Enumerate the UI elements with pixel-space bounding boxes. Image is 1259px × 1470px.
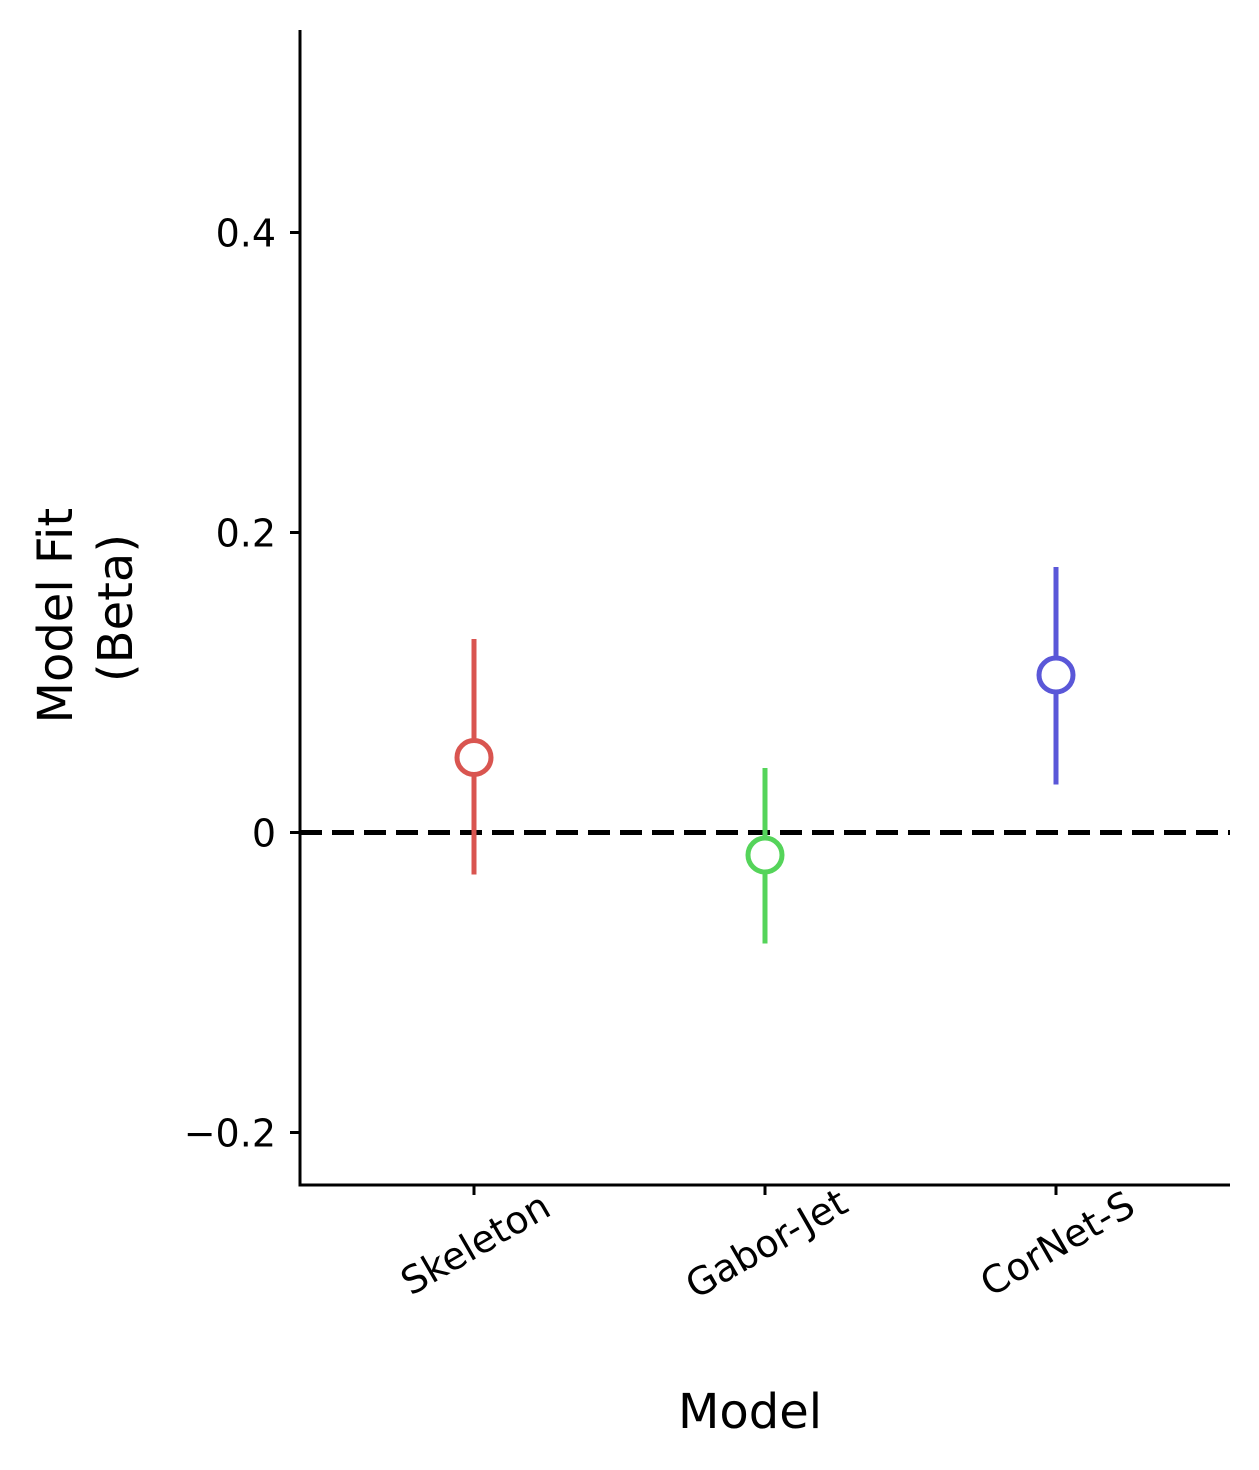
x-axis-title: Model bbox=[678, 1384, 822, 1440]
y-tick-label: 0.2 bbox=[216, 512, 276, 556]
y-tick-label: 0 bbox=[252, 812, 276, 856]
x-tick-label: Gabor-Jet bbox=[678, 1180, 855, 1307]
point-gabor-jet bbox=[745, 835, 785, 875]
point-skeleton bbox=[454, 738, 494, 777]
y-tick-label: −0.2 bbox=[184, 1112, 276, 1156]
y-axis-title: Model Fit (Beta) bbox=[28, 493, 144, 724]
x-tick-label: CorNet-S bbox=[973, 1182, 1142, 1305]
axes bbox=[298, 30, 1230, 1187]
x-tick-label: Skeleton bbox=[393, 1184, 557, 1304]
y-axis-title-line-1: Model Fit bbox=[28, 508, 84, 724]
y-ticks: 0.4 0.2 0 −0.2 bbox=[184, 212, 300, 1156]
y-tick-label: 0.4 bbox=[216, 212, 276, 256]
plot-area bbox=[300, 567, 1230, 944]
x-ticks: Skeleton Gabor-Jet CorNet-S bbox=[393, 1180, 1142, 1307]
point-cornet-s bbox=[1036, 655, 1076, 695]
y-axis-title-line-2: (Beta) bbox=[88, 534, 144, 682]
